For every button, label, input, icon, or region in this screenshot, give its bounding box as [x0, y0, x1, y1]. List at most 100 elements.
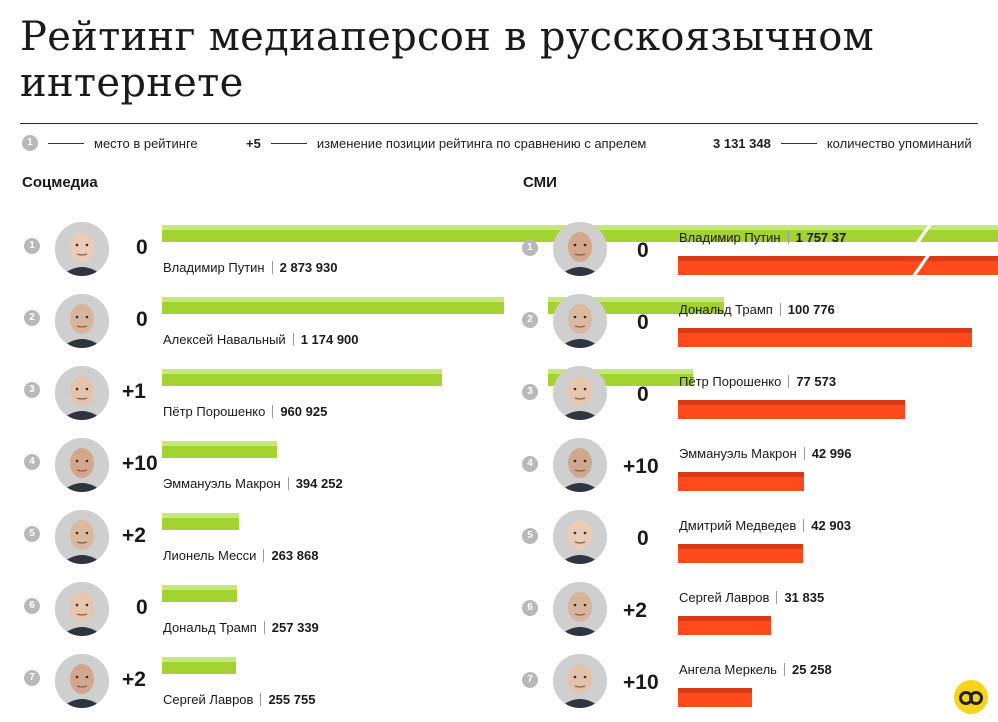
bar-label: Алексей Навальный 1 174 900	[163, 332, 359, 347]
person-name: Дональд Трамп	[679, 302, 773, 317]
bar-media	[678, 328, 972, 347]
rank-change: 0	[637, 527, 649, 550]
title-divider	[20, 123, 978, 124]
person-name: Алексей Навальный	[163, 332, 286, 347]
mention-count: 257 339	[271, 620, 319, 635]
rank-circle: 6	[522, 600, 538, 616]
legend-dash	[270, 142, 307, 144]
person-photo	[553, 654, 607, 708]
person-name: Пётр Порошенко	[679, 374, 782, 389]
page-title: Рейтинг медиаперсон в русскоязычном инте…	[20, 14, 875, 106]
rank-change: +10	[623, 671, 659, 694]
rank-circle: 3	[522, 384, 538, 400]
legend-change: +5 изменение позиции рейтинга по сравнен…	[246, 133, 646, 153]
legend-dash	[48, 142, 84, 144]
bar-label: Эммануэль Макрон 394 252	[163, 476, 343, 491]
person-name: Владимир Путин	[679, 230, 781, 245]
person-photo	[55, 294, 109, 348]
person-name: Дональд Трамп	[163, 620, 257, 635]
bar-label: Лионель Месси 263 868	[163, 548, 318, 563]
bar-label: Дмитрий Медведев 42 903	[679, 518, 851, 533]
person-name: Пётр Порошенко	[163, 404, 266, 419]
rank-circle: 1	[24, 238, 40, 254]
rank-change: +10	[122, 452, 158, 475]
legend-count-text: количество упоминаний	[826, 135, 972, 151]
bar-media	[678, 544, 803, 563]
person-name: Сергей Лавров	[163, 692, 254, 707]
rank-circle: 7	[24, 670, 40, 686]
section-title-media: СМИ	[523, 174, 557, 191]
rank-change: +2	[122, 524, 146, 547]
label-separator	[783, 663, 785, 676]
mention-count: 394 252	[295, 476, 343, 491]
mention-count: 960 925	[280, 404, 328, 419]
label-separator	[779, 303, 781, 316]
person-photo	[553, 510, 607, 564]
bar-media	[678, 472, 804, 491]
person-photo	[553, 582, 607, 636]
person-name: Дмитрий Медведев	[679, 518, 797, 533]
rank-circle: 4	[24, 454, 40, 470]
person-photo	[553, 366, 607, 420]
person-name: Лионель Месси	[163, 548, 257, 563]
bar-media	[678, 400, 905, 419]
label-separator	[287, 477, 289, 490]
bar-media	[678, 616, 771, 635]
person-name: Эммануэль Макрон	[679, 446, 797, 461]
bar-social	[162, 369, 442, 386]
bar-social	[162, 585, 237, 602]
rank-circle: 5	[522, 528, 538, 544]
label-separator	[776, 591, 778, 604]
bar-social	[162, 657, 236, 674]
rank-change: 0	[637, 383, 649, 406]
person-photo	[55, 222, 109, 276]
rank-circle: 2	[522, 312, 538, 328]
person-photo	[55, 654, 109, 708]
rank-change: +2	[623, 599, 647, 622]
section-title-social: Соцмедиа	[22, 174, 98, 191]
legend-change-example: +5	[246, 135, 261, 151]
legend-rank-text: место в рейтинге	[94, 135, 198, 151]
rank-circle: 2	[24, 310, 40, 326]
mention-count: 42 903	[811, 518, 852, 533]
label-separator	[263, 621, 265, 634]
mention-count: 1 174 900	[300, 332, 359, 347]
rank-change: 0	[637, 311, 649, 334]
label-separator	[272, 405, 274, 418]
bar-social	[162, 513, 239, 530]
label-separator	[803, 519, 805, 532]
logo-icon	[954, 680, 988, 714]
rank-change: 0	[136, 308, 148, 331]
rank-circle: 4	[522, 456, 538, 472]
rank-change: +10	[623, 455, 659, 478]
legend-rank: 1 место в рейтинге	[22, 133, 198, 153]
legend-count-example: 3 131 348	[713, 135, 771, 151]
mention-count: 100 776	[787, 302, 835, 317]
bar-label: Пётр Порошенко 77 573	[679, 374, 836, 389]
bar-media	[678, 688, 752, 707]
bar-label: Владимир Путин 1 757 37	[679, 230, 846, 245]
legend-dash	[780, 142, 817, 144]
bar-media	[678, 256, 998, 275]
person-name: Владимир Путин	[163, 260, 265, 275]
person-photo	[553, 222, 607, 276]
rank-circle: 7	[522, 672, 538, 688]
legend-rank-circle: 1	[22, 135, 38, 151]
label-separator	[788, 375, 790, 388]
bar-label: Сергей Лавров 31 835	[679, 590, 824, 605]
rank-circle: 6	[24, 598, 40, 614]
label-separator	[292, 333, 294, 346]
mention-count: 255 755	[268, 692, 316, 707]
rank-circle: 3	[24, 382, 40, 398]
rank-change: 0	[637, 239, 649, 262]
legend-count: 3 131 348 количество упоминаний	[713, 133, 972, 153]
bar-label: Эммануэль Макрон 42 996	[679, 446, 851, 461]
person-photo	[55, 438, 109, 492]
rank-change: 0	[136, 596, 148, 619]
bar-label: Ангела Меркель 25 258	[679, 662, 832, 677]
bar-social	[162, 441, 277, 458]
person-photo	[553, 294, 607, 348]
label-separator	[803, 447, 805, 460]
person-name: Сергей Лавров	[679, 590, 770, 605]
rank-change: 0	[136, 236, 148, 259]
